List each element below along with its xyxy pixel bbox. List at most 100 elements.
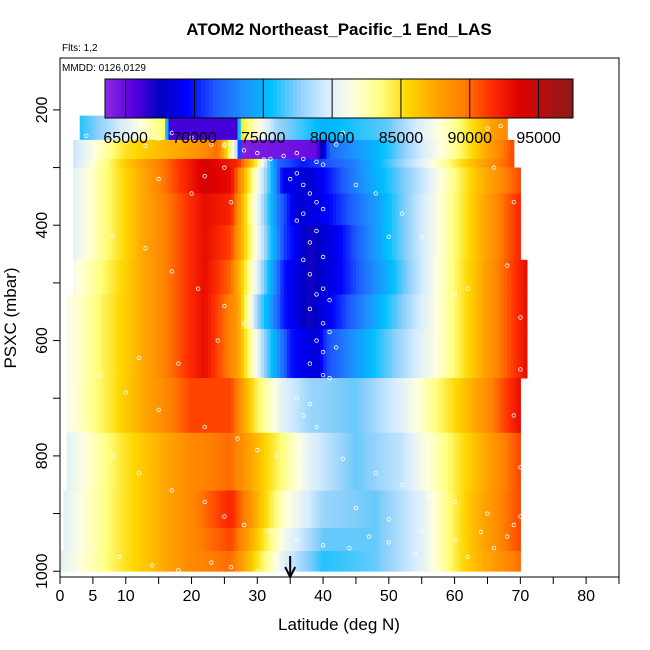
heatmap-cell: [217, 378, 222, 434]
heatmap-cell: [405, 490, 410, 529]
heatmap-cell: [503, 158, 508, 168]
heatmap-cell: [122, 158, 127, 168]
flights-annotation: Flts: 1,2: [62, 43, 98, 54]
x-tick-label: 60: [446, 588, 464, 605]
heatmap-cell: [224, 490, 229, 529]
heatmap-cell: [503, 193, 508, 226]
heatmap-cell: [418, 259, 423, 295]
heatmap-cell: [83, 139, 87, 160]
heatmap-cell: [142, 294, 147, 330]
heatmap-cell: [309, 259, 314, 295]
heatmap-cell: [260, 115, 265, 141]
heatmap-cell: [267, 115, 272, 141]
heatmap-cell: [76, 294, 81, 330]
heatmap-cell: [112, 158, 117, 168]
heatmap-cell: [385, 527, 390, 552]
heatmap-cell: [135, 432, 140, 491]
heatmap-cell: [158, 378, 163, 434]
heatmap-cell: [477, 167, 482, 194]
heatmap-cell: [244, 329, 249, 379]
heatmap-cell: [286, 329, 291, 379]
heatmap-cell: [122, 527, 127, 552]
heatmap-cell: [207, 225, 212, 261]
heatmap-cell: [392, 329, 396, 379]
heatmap-cell: [217, 432, 222, 491]
heatmap-cell: [263, 225, 268, 261]
heatmap-cell: [115, 294, 120, 330]
observation-point: [347, 546, 352, 551]
heatmap-cell: [388, 378, 393, 434]
heatmap-cell: [454, 139, 459, 160]
heatmap-cell: [316, 551, 321, 572]
heatmap-cell: [362, 225, 367, 261]
heatmap-cell: [76, 378, 81, 434]
heatmap-cell: [346, 225, 350, 261]
heatmap-cell: [401, 294, 406, 330]
heatmap-cell: [431, 527, 436, 552]
heatmap-cell: [178, 551, 183, 572]
heatmap-cell: [112, 294, 117, 330]
heatmap-cell: [507, 294, 512, 330]
heatmap-cell: [237, 259, 242, 295]
heatmap-cell: [194, 329, 199, 379]
heatmap-cell: [471, 167, 475, 194]
heatmap-cell: [260, 432, 265, 491]
heatmap-cell: [277, 432, 281, 491]
heatmap-cell: [352, 432, 357, 491]
heatmap-cell: [405, 329, 410, 379]
heatmap-cell: [454, 294, 459, 330]
colorbar-segment: [385, 79, 390, 118]
heatmap-cell: [461, 490, 466, 529]
heatmap-cell: [102, 527, 107, 552]
heatmap-cell: [217, 551, 222, 572]
heatmap-cell: [421, 158, 426, 168]
heatmap-cell: [480, 225, 485, 261]
heatmap-cell: [244, 225, 249, 261]
heatmap-cell: [362, 551, 367, 572]
heatmap-cell: [349, 490, 354, 529]
heatmap-cell: [461, 432, 466, 491]
colorbar-segment: [545, 79, 550, 118]
heatmap-cell: [477, 432, 482, 491]
heatmap-cell: [415, 167, 420, 194]
heatmap-cell: [355, 378, 360, 434]
observation-point: [386, 540, 391, 545]
heatmap-cell: [106, 432, 110, 491]
observation-point: [202, 424, 207, 430]
observation-point: [505, 534, 510, 539]
heatmap-cell: [464, 139, 469, 160]
heatmap-cell: [66, 551, 71, 572]
heatmap-cell: [306, 158, 311, 168]
heatmap-cell: [237, 167, 242, 194]
observation-point: [314, 228, 319, 234]
heatmap-cell: [122, 490, 127, 529]
heatmap-cell: [283, 527, 288, 552]
heatmap-cell: [342, 490, 347, 529]
heatmap-cell: [290, 167, 295, 194]
heatmap-cell: [290, 294, 295, 330]
heatmap-cell: [500, 329, 505, 379]
heatmap-cell: [247, 259, 252, 295]
heatmap-cell: [125, 139, 130, 160]
heatmap-cell: [401, 139, 406, 160]
heatmap-cell: [408, 378, 413, 434]
heatmap-cell: [326, 432, 331, 491]
heatmap-cell: [382, 294, 387, 330]
heatmap-cell: [372, 527, 377, 552]
heatmap-cell: [181, 378, 186, 434]
heatmap-cell: [129, 225, 133, 261]
heatmap-cell: [79, 527, 84, 552]
heatmap-cell: [398, 193, 403, 226]
heatmap-cell: [234, 329, 239, 379]
heatmap-cell: [132, 490, 137, 529]
heatmap-cell: [207, 432, 212, 491]
heatmap-cell: [257, 490, 262, 529]
heatmap-cell: [332, 527, 337, 552]
observation-point: [294, 462, 299, 467]
heatmap-cell: [145, 551, 150, 572]
heatmap-cell: [221, 259, 226, 295]
heatmap-cell: [92, 139, 97, 160]
heatmap-cell: [125, 294, 130, 330]
heatmap-cell: [211, 193, 216, 226]
heatmap-cell: [69, 294, 74, 330]
